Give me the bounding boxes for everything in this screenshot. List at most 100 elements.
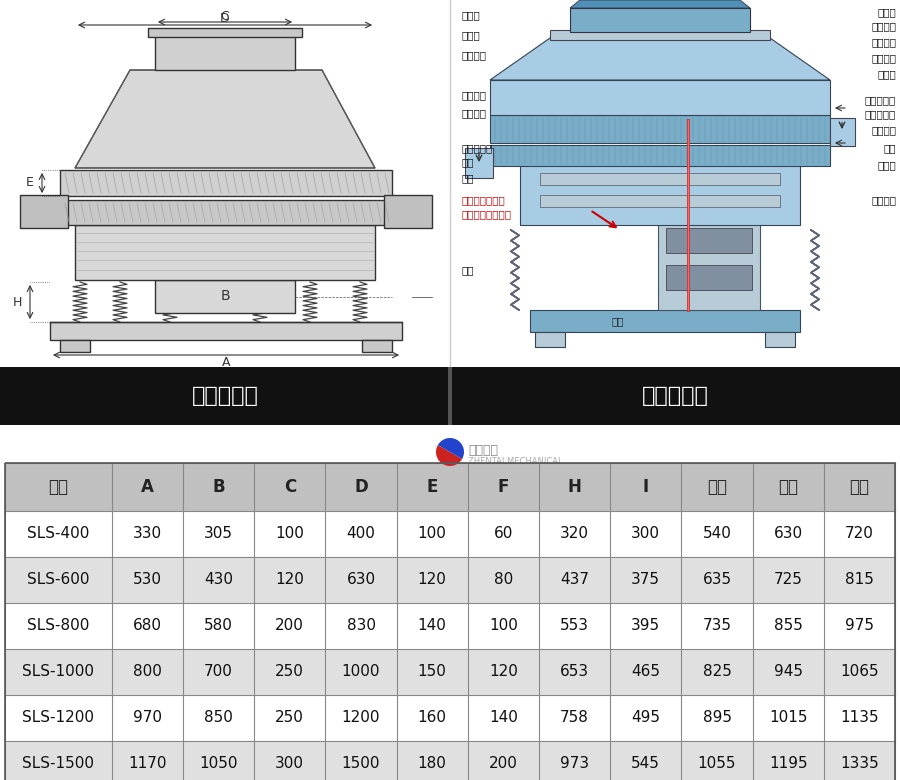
Bar bbox=[490, 145, 830, 166]
Text: 300: 300 bbox=[275, 757, 304, 771]
Text: 653: 653 bbox=[560, 665, 590, 679]
Text: 底部框架: 底部框架 bbox=[461, 108, 486, 118]
Text: 970: 970 bbox=[133, 711, 162, 725]
Bar bbox=[155, 280, 295, 313]
Wedge shape bbox=[438, 438, 464, 459]
Text: 725: 725 bbox=[774, 573, 803, 587]
Text: 1170: 1170 bbox=[128, 757, 166, 771]
Text: 305: 305 bbox=[204, 526, 233, 541]
Text: D: D bbox=[220, 12, 230, 26]
Text: 振泰机械: 振泰机械 bbox=[468, 444, 498, 456]
Text: 橡胶球: 橡胶球 bbox=[878, 69, 896, 79]
Text: 375: 375 bbox=[631, 573, 661, 587]
Text: 553: 553 bbox=[560, 619, 590, 633]
Text: SLS-1500: SLS-1500 bbox=[22, 757, 94, 771]
Text: 100: 100 bbox=[275, 526, 304, 541]
Text: 辅助筛网: 辅助筛网 bbox=[871, 37, 896, 47]
Text: 855: 855 bbox=[774, 619, 803, 633]
Bar bbox=[490, 80, 830, 115]
Bar bbox=[5, 463, 895, 780]
Text: ZHENTAI MECHANICAL: ZHENTAI MECHANICAL bbox=[468, 458, 562, 466]
Text: 815: 815 bbox=[845, 573, 874, 587]
Text: 1050: 1050 bbox=[200, 757, 238, 771]
Text: 530: 530 bbox=[133, 573, 162, 587]
Text: 735: 735 bbox=[703, 619, 732, 633]
Text: 试机时去掉！！！: 试机时去掉！！！ bbox=[461, 209, 511, 219]
Text: C: C bbox=[220, 9, 230, 23]
Text: 1335: 1335 bbox=[840, 757, 878, 771]
Polygon shape bbox=[490, 38, 830, 80]
Bar bbox=[20, 195, 68, 228]
Text: 680: 680 bbox=[133, 619, 162, 633]
Text: 160: 160 bbox=[418, 711, 446, 725]
Text: 975: 975 bbox=[845, 619, 874, 633]
Wedge shape bbox=[436, 445, 462, 466]
Bar bbox=[5, 741, 895, 780]
Text: 180: 180 bbox=[418, 757, 446, 771]
Text: 1015: 1015 bbox=[769, 711, 807, 725]
Text: 800: 800 bbox=[133, 665, 162, 679]
Bar bbox=[535, 332, 565, 347]
Text: 束环: 束环 bbox=[461, 157, 473, 167]
Text: 一层: 一层 bbox=[707, 478, 727, 496]
Bar bbox=[570, 8, 750, 32]
Bar bbox=[155, 35, 295, 70]
Text: 进料口: 进料口 bbox=[878, 7, 896, 17]
Text: 250: 250 bbox=[275, 665, 304, 679]
Text: 540: 540 bbox=[703, 526, 732, 541]
Polygon shape bbox=[75, 70, 375, 168]
Text: 1500: 1500 bbox=[342, 757, 380, 771]
Bar bbox=[5, 695, 895, 741]
Text: 振体: 振体 bbox=[884, 143, 896, 153]
Text: 外形尺寸图: 外形尺寸图 bbox=[192, 386, 258, 406]
Text: 下部重锤: 下部重锤 bbox=[871, 195, 896, 205]
Bar bbox=[362, 340, 392, 352]
Text: SLS-600: SLS-600 bbox=[27, 573, 90, 587]
Text: 100: 100 bbox=[418, 526, 446, 541]
Text: SLS-800: SLS-800 bbox=[27, 619, 90, 633]
Text: E: E bbox=[26, 176, 34, 190]
Text: 850: 850 bbox=[204, 711, 233, 725]
Text: 973: 973 bbox=[560, 757, 590, 771]
Text: 60: 60 bbox=[494, 526, 513, 541]
Text: 压紧环: 压紧环 bbox=[461, 30, 480, 40]
Text: 200: 200 bbox=[275, 619, 304, 633]
Bar bbox=[830, 118, 855, 146]
Text: 830: 830 bbox=[346, 619, 375, 633]
Text: ®: ® bbox=[446, 440, 454, 450]
Text: 二层: 二层 bbox=[778, 478, 798, 496]
Text: 辅助筛网: 辅助筛网 bbox=[871, 21, 896, 31]
Text: 80: 80 bbox=[494, 573, 513, 587]
Text: 筛网法兰: 筛网法兰 bbox=[871, 53, 896, 63]
Bar bbox=[384, 195, 432, 228]
Text: B: B bbox=[220, 289, 230, 303]
Bar bbox=[60, 340, 90, 352]
Bar bbox=[540, 195, 780, 207]
Text: A: A bbox=[141, 478, 154, 496]
Text: 300: 300 bbox=[631, 526, 661, 541]
Text: 630: 630 bbox=[774, 526, 803, 541]
Bar bbox=[5, 603, 895, 649]
Text: 140: 140 bbox=[489, 711, 518, 725]
Bar bbox=[550, 30, 770, 40]
Text: SLS-1000: SLS-1000 bbox=[22, 665, 94, 679]
Text: 球形清洁板: 球形清洁板 bbox=[865, 95, 896, 105]
Text: 1065: 1065 bbox=[840, 665, 878, 679]
Text: 一般结构图: 一般结构图 bbox=[642, 386, 708, 406]
Text: 中部框架: 中部框架 bbox=[461, 90, 486, 100]
Text: 720: 720 bbox=[845, 526, 874, 541]
Text: E: E bbox=[427, 478, 438, 496]
Text: 200: 200 bbox=[489, 757, 518, 771]
Text: 400: 400 bbox=[346, 526, 375, 541]
Text: 120: 120 bbox=[489, 665, 518, 679]
Text: A: A bbox=[221, 356, 230, 370]
Text: 635: 635 bbox=[702, 573, 732, 587]
Bar bbox=[540, 173, 780, 185]
Text: 小尺寸排料: 小尺寸排料 bbox=[461, 143, 492, 153]
Bar bbox=[666, 265, 752, 290]
Text: 430: 430 bbox=[204, 573, 233, 587]
Text: 150: 150 bbox=[418, 665, 446, 679]
Bar bbox=[0, 0, 900, 367]
Text: SLS-400: SLS-400 bbox=[27, 526, 90, 541]
Text: 250: 250 bbox=[275, 711, 304, 725]
